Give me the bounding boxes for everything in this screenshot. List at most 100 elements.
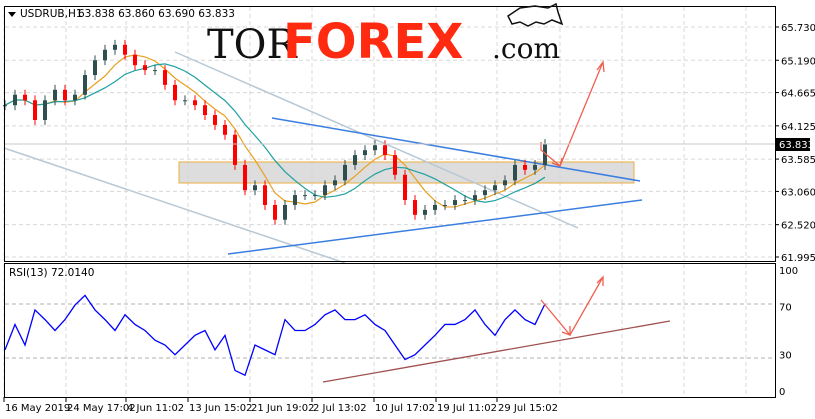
candle-body: [163, 70, 167, 85]
candle-body: [523, 164, 527, 170]
time-tick-label: 24 May 17:02: [67, 403, 136, 414]
candle-body: [483, 190, 487, 196]
candle-body: [153, 70, 157, 72]
logo-com: .com: [492, 32, 560, 65]
current-price-label: 63.833: [779, 140, 814, 151]
candle-body: [373, 145, 377, 151]
candle-body: [393, 155, 397, 175]
candle-body: [423, 209, 427, 215]
candle-body: [293, 195, 297, 205]
time-tick-label: 19 Jul 11:02: [437, 403, 497, 414]
candle-body: [253, 185, 257, 191]
candle-body: [403, 174, 407, 201]
candle-body: [113, 44, 117, 50]
candle-body: [263, 185, 267, 205]
candle-body: [493, 185, 497, 191]
candle-body: [463, 200, 467, 202]
torforex-logo: TOR FOREX .com: [207, 2, 564, 70]
current-price-badge: [776, 138, 810, 151]
candle-body: [83, 75, 87, 95]
candle-body: [303, 195, 307, 197]
candle-body: [513, 164, 517, 181]
rsi-trendline: [322, 320, 671, 383]
channel-upper-line: [174, 51, 579, 229]
time-tick-label: 13 Jun 15:02: [189, 403, 253, 414]
candle-body: [133, 54, 137, 66]
grid: [3, 7, 775, 397]
candle-body: [503, 180, 507, 186]
candle-body: [363, 150, 367, 156]
candle-body: [43, 100, 47, 120]
candle-body: [233, 134, 237, 165]
candle-body: [333, 180, 337, 186]
forecast-arrow-rsi: [540, 275, 604, 337]
candle-body: [443, 204, 447, 206]
logo-tor: TOR: [207, 22, 298, 68]
ohlc-label: 63.838 63.860 63.690 63.833: [78, 8, 235, 20]
rsi-tick-label: 70: [779, 302, 792, 313]
price-tick-label: 62.520: [781, 221, 815, 232]
rsi-tick-label: 30: [779, 351, 792, 362]
candle-body: [23, 94, 27, 101]
forecast-arrow-main: [540, 60, 605, 168]
rsi-axis: 100 70 30 0: [779, 266, 798, 398]
price-tick-label: 64.665: [781, 89, 815, 100]
candle-body: [273, 204, 277, 220]
time-tick-label: 16 May 2019: [5, 403, 70, 414]
candle-body: [343, 164, 347, 181]
price-axis: 65.730 65.190 64.665 64.125 63.585 63.060 62.5…: [775, 23, 815, 264]
candle-body: [543, 144, 547, 165]
candle-body: [213, 115, 217, 125]
candles: [3, 39, 547, 225]
candle-body: [143, 65, 147, 71]
price-tick-label: 63.585: [781, 155, 815, 166]
price-tick-label: 64.125: [781, 122, 815, 133]
channel-lower-line: [3, 147, 346, 264]
candle-body: [103, 49, 107, 61]
rsi-tick-label: 0: [779, 387, 785, 398]
candle-body: [33, 100, 37, 120]
bull-icon: [507, 2, 564, 27]
rsi-line: [4, 294, 546, 377]
candle-body: [53, 89, 57, 101]
candle-body: [13, 94, 17, 106]
candle-body: [203, 105, 207, 116]
candle-body: [313, 195, 317, 197]
candle-body: [173, 84, 177, 101]
time-tick-label: 29 Jul 15:02: [498, 403, 558, 414]
main-panel-border: [4, 6, 776, 262]
support-trendline: [227, 199, 643, 255]
time-tick-label: 21 Jun 19:02: [251, 403, 315, 414]
candle-body: [123, 44, 127, 55]
candle-body: [323, 185, 327, 196]
candle-body: [243, 164, 247, 191]
candle-body: [283, 204, 287, 220]
candle-body: [73, 94, 77, 101]
resistance-trendline: [271, 117, 641, 182]
candle-body: [433, 204, 437, 210]
time-tick-label: 10 Jul 17:02: [375, 403, 435, 414]
triangle-down-icon[interactable]: [8, 12, 16, 17]
candle-body: [93, 60, 97, 76]
price-tick-label: 65.190: [781, 56, 815, 67]
candle-body: [533, 164, 537, 170]
candle-body: [183, 100, 187, 102]
candle-body: [453, 200, 457, 205]
candle-body: [353, 155, 357, 165]
rsi-panel-border: [4, 263, 776, 398]
candle-body: [193, 100, 197, 106]
price-tick-label: 61.995: [781, 253, 815, 264]
candle-body: [223, 124, 227, 135]
candle-body: [473, 195, 477, 201]
rsi-label: RSI(13) 72.0140: [9, 267, 94, 279]
candle-body: [383, 145, 387, 156]
candle-body: [413, 200, 417, 215]
price-tick-label: 63.060: [781, 187, 815, 198]
logo-forex: FOREX: [283, 14, 463, 70]
price-tick-label: 65.730: [781, 23, 815, 34]
rsi-tick-label: 100: [779, 266, 798, 277]
symbol-label: USDRUB,H1: [20, 8, 83, 20]
candle-body: [63, 89, 67, 101]
